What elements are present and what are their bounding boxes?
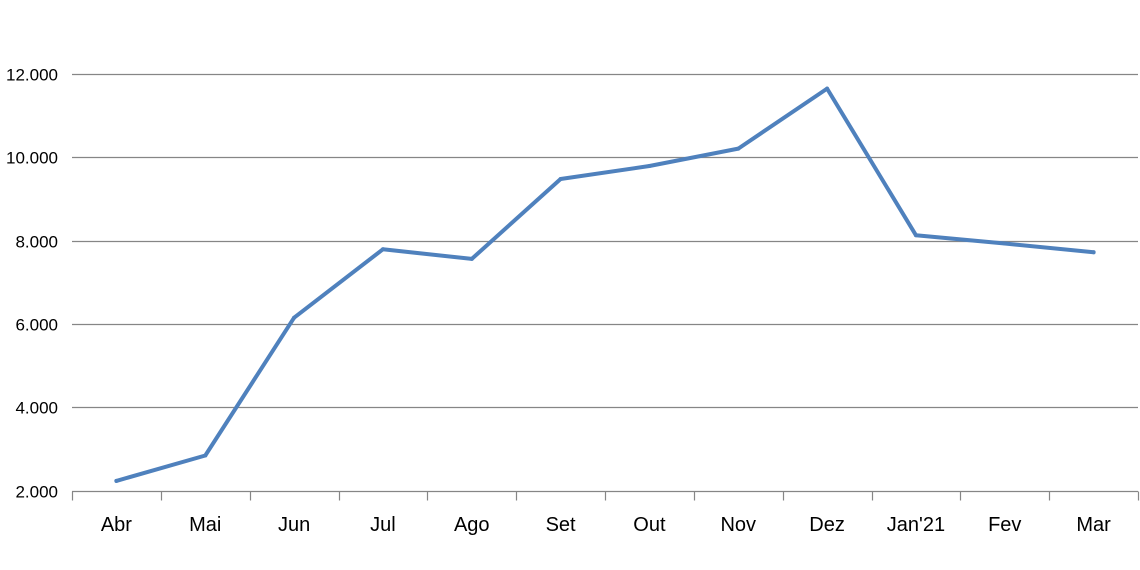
x-tick-label: Jun [278, 514, 310, 536]
gridlines [72, 73, 1138, 493]
series-layer [114, 86, 1096, 483]
y-tick-label: 2.000 [15, 483, 58, 502]
x-tick-label: Jan'21 [887, 514, 945, 536]
y-tick-label: 8.000 [15, 233, 58, 252]
x-tick-label: Mar [1076, 514, 1111, 536]
y-tick-label: 6.000 [15, 316, 58, 335]
data-point [558, 177, 563, 181]
x-tick-label: Set [546, 514, 576, 536]
x-tick-label: Fev [988, 514, 1021, 536]
x-tick-label: Out [633, 514, 666, 536]
x-tick-label: Ago [454, 514, 490, 536]
data-point [1091, 250, 1096, 255]
x-axis-tick-labels: Abr Mai Jun Jul Ago Set Out Nov Dez Jan'21 Fev Mar [101, 514, 1111, 536]
x-tick-label: Mai [189, 514, 221, 536]
y-axis-tick-labels: 2.000 4.000 6.000 8.000 10.000 12.000 [6, 66, 58, 502]
y-tick-label: 12.000 [6, 66, 58, 85]
data-point [1002, 241, 1007, 246]
series-line [114, 86, 1096, 483]
x-tick-label: Dez [809, 514, 845, 536]
x-tick-label: Abr [101, 514, 132, 536]
data-point [647, 164, 652, 168]
x-tick-label: Jul [370, 514, 396, 536]
data-point [825, 86, 830, 91]
data-point [736, 146, 741, 151]
y-tick-label: 4.000 [15, 399, 58, 418]
data-point [469, 256, 474, 261]
x-tick-label: Nov [720, 514, 756, 536]
data-point [913, 233, 918, 238]
data-point [203, 453, 208, 458]
data-point [380, 247, 385, 252]
y-tick-label: 10.000 [6, 149, 58, 168]
x-axis [71, 491, 1140, 501]
data-point [114, 478, 119, 483]
data-point [292, 315, 297, 320]
